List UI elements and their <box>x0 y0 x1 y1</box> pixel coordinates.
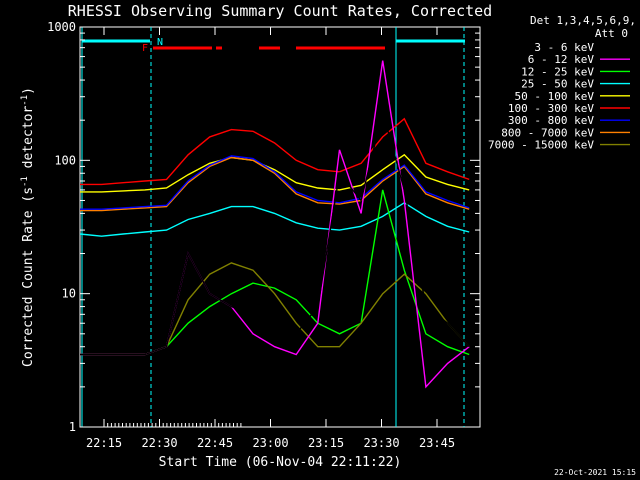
y-axis-label-end: ) <box>21 87 36 95</box>
chart-title: RHESSI Observing Summary Count Rates, Co… <box>68 2 492 20</box>
x-tick-label: 22:15 <box>86 436 122 450</box>
legend-label: 6 - 12 keV <box>528 53 595 66</box>
x-axis: 22:15 22:30 22:45 23:00 23:15 23:30 23:45 <box>86 27 455 450</box>
x-axis-label: Start Time (06-Nov-04 22:11:22) <box>159 455 402 470</box>
generation-timestamp: 22-Oct-2021 15:15 <box>554 468 636 477</box>
y-tick-label: 1000 <box>47 20 76 34</box>
legend-header-detectors: Det 1,3,4,5,6,9, <box>530 14 636 27</box>
x-tick-label: 22:45 <box>197 436 233 450</box>
series-line-3-6-kev <box>80 109 470 356</box>
series-layer <box>79 60 470 389</box>
legend-label: 12 - 25 keV <box>521 65 594 78</box>
legend-label: 300 - 800 keV <box>508 114 594 127</box>
x-tick-label: 23:15 <box>308 436 344 450</box>
series-line-800-7000-kev <box>80 156 470 212</box>
flag-labels: F N <box>142 37 163 54</box>
series-line-100-300-kev <box>80 117 470 186</box>
legend-label: 7000 - 15000 keV <box>488 139 594 152</box>
y-axis-label-mid: detector <box>21 106 36 177</box>
flag-f-label: F <box>142 43 148 54</box>
flag-n-label: N <box>157 37 163 48</box>
y-tick-label: 1 <box>69 420 76 434</box>
legend-label: 25 - 50 keV <box>521 78 594 91</box>
y-axis-label: Corrected Count Rate (s-1 detector-1) <box>20 87 36 367</box>
legend-label: 3 - 6 keV <box>534 41 594 54</box>
y-tick-label: 100 <box>54 153 76 167</box>
legend-label: 100 - 300 keV <box>508 102 594 115</box>
y-axis-label-sup2: -1 <box>20 95 30 106</box>
y-axis-label-main: Corrected Count Rate (s <box>21 187 36 367</box>
legend-header-attenuator: Att 0 <box>595 27 628 40</box>
y-tick-label: 10 <box>62 287 76 301</box>
x-tick-label: 23:45 <box>419 436 455 450</box>
x-tick-label: 23:30 <box>363 436 399 450</box>
series-line-300-800-kev <box>80 155 470 210</box>
x-tick-label: 22:30 <box>141 436 177 450</box>
x-tick-label: 23:00 <box>252 436 288 450</box>
y-axis-label-sup1: -1 <box>20 176 30 187</box>
series-line-50-100-kev <box>80 153 470 193</box>
legend-label: 50 - 100 keV <box>515 90 595 103</box>
plot-frame <box>79 26 481 428</box>
legend-label: 800 - 7000 keV <box>501 126 594 139</box>
attenuator-bars <box>81 27 465 427</box>
y-axis: 1 10 100 1000 <box>47 20 480 434</box>
